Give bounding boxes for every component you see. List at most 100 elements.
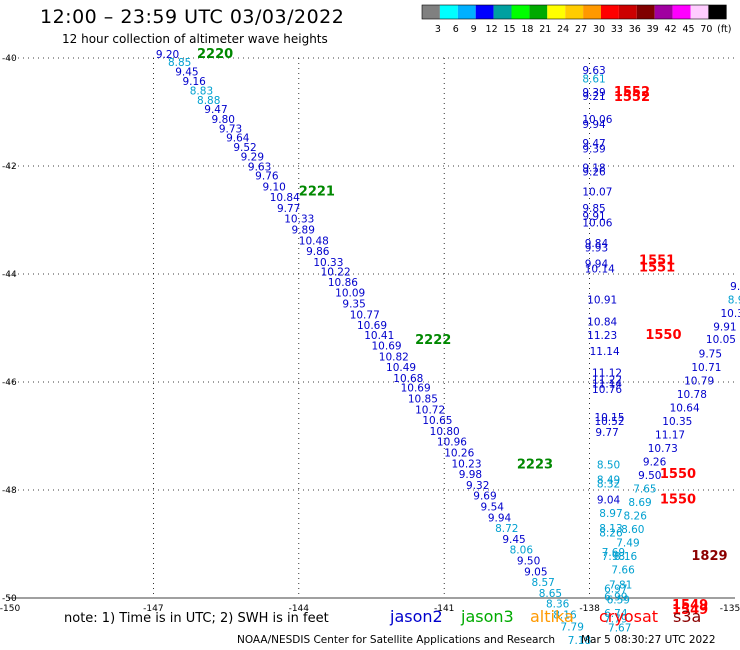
- wave-height-value: 10.41: [364, 330, 394, 342]
- wave-height-value: 9.91: [713, 322, 736, 334]
- wave-height-value: 10.52: [594, 416, 624, 428]
- wave-height-value: 11.22: [592, 375, 622, 387]
- lon-tick-label: -144: [289, 604, 310, 614]
- wave-height-value: 9.98: [459, 469, 482, 481]
- colorbar-swatch: [511, 5, 530, 19]
- pass-number-label: 2220: [197, 47, 233, 62]
- colorbar-label: 33: [611, 24, 623, 35]
- wave-height-value: 10.14: [585, 263, 615, 275]
- colorbar-label: 36: [629, 24, 641, 35]
- wave-height-value: 9.26: [643, 457, 667, 469]
- wave-height-value: 9.39: [582, 87, 605, 99]
- wave-height-value: 9.45: [502, 534, 525, 546]
- pass-number-label: 1551: [639, 253, 675, 268]
- wave-height-value: 9.93: [585, 242, 608, 254]
- wave-height-value: 10.96: [437, 437, 467, 449]
- wave-height-value: 8.06: [510, 545, 534, 557]
- wave-height-value: 8.16: [614, 551, 638, 563]
- wave-height-value: 10.84: [587, 316, 617, 328]
- colorbar-label: 39: [647, 24, 659, 35]
- wave-height-value: 8.65: [539, 588, 562, 600]
- lat-tick-label: -48: [2, 486, 17, 496]
- wave-height-value: 8.13: [599, 523, 622, 535]
- legend-s3a: s3a: [673, 607, 702, 626]
- wave-height-value: 9.47: [582, 138, 605, 150]
- colorbar-label: 12: [486, 24, 498, 35]
- colorbar-swatch: [475, 5, 494, 19]
- wave-height-value: 9.10: [262, 181, 285, 193]
- wave-height-value: 10.91: [587, 295, 617, 307]
- wave-height-value: 9.39: [582, 144, 605, 156]
- wave-height-value: 9.29: [241, 152, 264, 164]
- wave-height-value: 9.86: [306, 246, 330, 258]
- wave-height-value: 9.52: [233, 142, 256, 154]
- wave-height-value: 10.26: [444, 448, 474, 460]
- wave-height-value: 9.77: [277, 203, 300, 215]
- wave-height-value: 9.20: [156, 49, 179, 61]
- wave-height-value: 9.75: [699, 349, 722, 361]
- wave-height-value: 10.73: [648, 443, 678, 455]
- colorbar-swatch: [457, 5, 476, 19]
- colorbar-label: 15: [503, 24, 515, 35]
- wave-height-value: 8.85: [168, 57, 191, 69]
- colorbar-label: 45: [682, 24, 694, 35]
- colorbar-label: 30: [593, 24, 605, 35]
- lon-tick-label: -141: [434, 604, 454, 614]
- colorbar-swatch: [654, 5, 673, 19]
- pass-number-label: 1552: [614, 85, 650, 100]
- wave-height-value: 9.94: [488, 512, 512, 524]
- colorbar-swatch: [529, 5, 548, 19]
- wave-height-value: 10.48: [299, 235, 329, 247]
- pass-number-label: 1549: [672, 603, 708, 618]
- legend-altika: altika: [530, 607, 574, 626]
- wave-height-value: 7.69: [602, 547, 625, 559]
- wave-height-value: 8.94: [728, 295, 740, 307]
- lat-tick-label: -50: [2, 594, 17, 604]
- wave-height-value: 9.26: [582, 167, 606, 179]
- pass-number-label: 1549: [672, 598, 708, 613]
- wave-height-value: 10.07: [582, 187, 612, 199]
- wave-height-value: 9.50: [517, 556, 540, 568]
- credit-text: NOAA/NESDIS Center for Satellite Applica…: [237, 634, 555, 646]
- pass-number-label: 1829: [691, 549, 727, 564]
- wave-height-value: 9.84: [585, 238, 609, 250]
- wave-height-value: 11.14: [592, 378, 622, 390]
- wave-height-value: 8.16: [553, 610, 577, 622]
- wave-height-value: 8.50: [597, 459, 620, 471]
- wave-height-value: 8.83: [190, 86, 213, 98]
- colorbar-label: 70: [700, 24, 712, 35]
- wave-height-value: 11.12: [592, 368, 622, 380]
- wave-height-value: 8.26: [599, 527, 623, 539]
- wave-height-value: 9.35: [342, 298, 365, 310]
- wave-height-value: 6.97: [604, 584, 627, 596]
- wave-height-value: 8.49: [597, 475, 620, 487]
- wave-height-value: 8.32: [597, 478, 620, 490]
- wave-height-value: 9.76: [255, 171, 279, 183]
- wave-height-value: 10.76: [592, 384, 622, 396]
- lon-tick-label: -150: [0, 604, 20, 614]
- wave-height-value: 6.99: [604, 592, 627, 604]
- pass-number-label: 1552: [614, 90, 650, 105]
- wave-height-value: 7.98: [602, 551, 625, 563]
- wave-height-value: 9.18: [582, 162, 605, 174]
- lon-tick-label: -147: [143, 604, 163, 614]
- wave-height-value: 6.74: [604, 608, 628, 620]
- legend-jason2: jason2: [390, 607, 443, 626]
- colorbar-swatch: [618, 5, 637, 19]
- colorbar-swatch: [690, 5, 709, 19]
- wave-height-value: 10.33: [284, 214, 314, 226]
- colorbar-label: (ft): [717, 24, 731, 35]
- wave-height-value: 6.59: [607, 594, 630, 606]
- wave-height-value: 7.49: [616, 538, 639, 550]
- wave-height-value: 9.05: [524, 566, 547, 578]
- note-text: note: 1) Time is in UTC; 2) SWH is in fe…: [64, 611, 329, 626]
- colorbar-label: 21: [539, 24, 551, 35]
- wave-height-value: 10.69: [401, 383, 431, 395]
- wave-height-value: 8.97: [599, 508, 622, 520]
- lat-tick-label: -42: [2, 162, 17, 172]
- legend-cryosat: cryosat: [599, 607, 659, 626]
- wave-height-value: 9.63: [248, 161, 271, 173]
- wave-height-value: 9.94: [582, 119, 606, 131]
- wave-height-value: 10.64: [670, 403, 700, 415]
